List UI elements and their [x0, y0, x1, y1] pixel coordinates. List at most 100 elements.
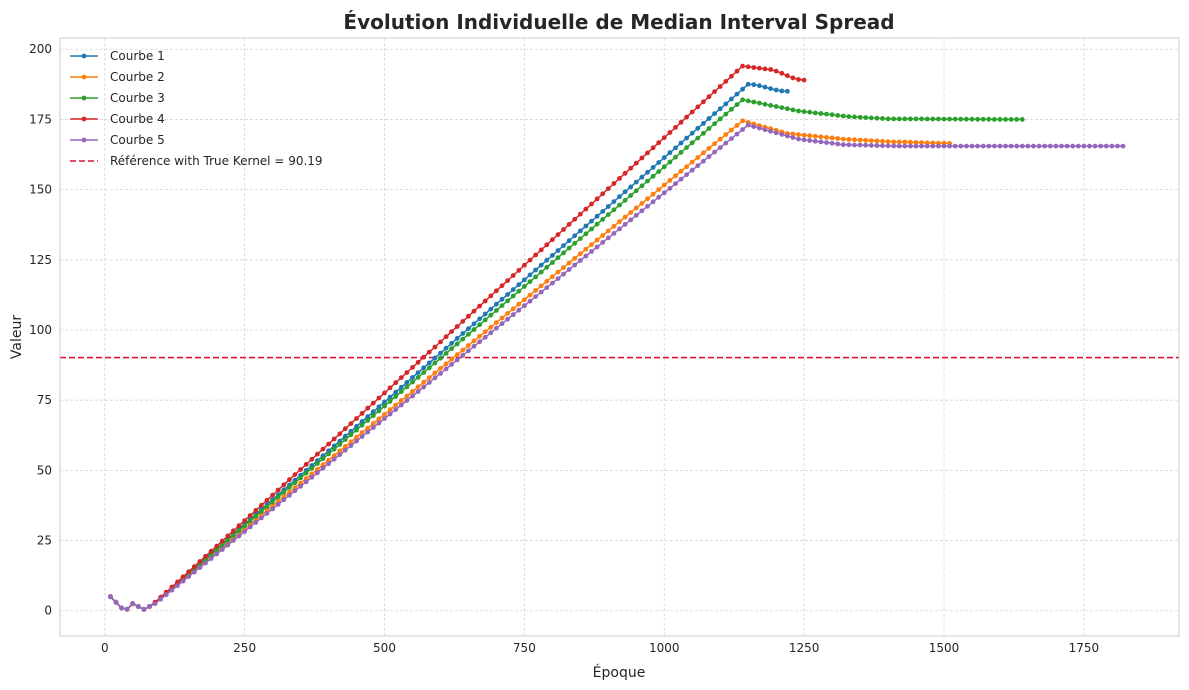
data-point: [717, 116, 723, 122]
data-point: [561, 265, 566, 270]
data-point: [175, 579, 180, 585]
data-point: [773, 130, 779, 136]
x-tick-label: 1500: [929, 641, 960, 655]
data-point: [460, 352, 466, 358]
data-point: [661, 155, 667, 161]
data-point: [482, 298, 488, 304]
data-point: [315, 470, 320, 476]
data-point: [572, 240, 578, 246]
data-point: [421, 384, 427, 390]
data-point: [376, 395, 382, 401]
data-point: [454, 341, 460, 347]
data-point: [701, 150, 706, 156]
data-point: [477, 333, 482, 339]
data-point: [673, 181, 678, 187]
data-point: [398, 398, 404, 403]
data-point: [566, 260, 572, 266]
data-point: [661, 164, 667, 170]
data-point: [494, 325, 499, 331]
data-point: [1047, 143, 1053, 149]
data-point: [354, 434, 359, 440]
data-point: [214, 547, 220, 553]
data-point: [812, 133, 818, 139]
data-point: [214, 543, 220, 549]
data-point: [270, 506, 275, 512]
data-point: [1081, 143, 1087, 149]
data-point: [779, 88, 785, 94]
data-point: [829, 112, 835, 118]
data-point: [499, 321, 505, 327]
data-point: [605, 235, 611, 241]
data-point: [729, 136, 734, 142]
data-point: [785, 88, 790, 94]
data-point: [645, 178, 650, 184]
data-point: [438, 355, 443, 361]
data-point: [639, 201, 645, 206]
data-point: [992, 143, 997, 149]
data-point: [807, 133, 813, 139]
data-point: [359, 411, 365, 416]
legend-marker: [81, 95, 87, 101]
data-point: [818, 111, 824, 116]
data-point: [807, 138, 813, 143]
data-point: [1087, 143, 1092, 149]
data-point: [544, 242, 550, 248]
data-point: [225, 537, 231, 543]
data-point: [913, 116, 919, 122]
data-point: [712, 121, 717, 127]
data-point: [583, 231, 589, 237]
data-point: [673, 154, 678, 160]
data-point: [533, 252, 538, 258]
data-point: [617, 219, 622, 225]
data-point: [449, 346, 454, 351]
data-point: [510, 287, 516, 292]
data-point: [863, 142, 869, 148]
data-point: [628, 165, 634, 171]
series-layer: [108, 63, 1126, 612]
data-point: [857, 114, 863, 120]
data-point: [589, 218, 594, 224]
y-tick-label: 175: [29, 112, 52, 126]
x-tick-label: 1000: [649, 641, 680, 655]
data-point: [259, 509, 264, 514]
data-point: [275, 502, 281, 507]
data-point: [191, 569, 197, 575]
data-point: [510, 306, 516, 312]
data-point: [544, 257, 550, 263]
data-point: [253, 513, 259, 519]
data-point: [432, 344, 438, 350]
y-tick-label: 75: [37, 393, 52, 407]
data-point: [600, 209, 606, 214]
data-point: [348, 439, 354, 445]
data-point: [896, 139, 902, 145]
data-point: [706, 94, 712, 100]
data-point: [835, 141, 841, 147]
data-point: [706, 145, 712, 151]
data-point: [337, 442, 343, 447]
data-point: [678, 140, 684, 146]
data-point: [650, 199, 656, 205]
data-point: [661, 182, 667, 188]
data-point: [712, 89, 717, 94]
data-point: [824, 140, 829, 146]
data-point: [840, 142, 846, 148]
data-point: [785, 106, 790, 112]
data-point: [281, 497, 287, 503]
data-point: [801, 109, 807, 114]
data-point: [734, 91, 740, 97]
data-point: [477, 316, 482, 322]
data-point: [689, 159, 695, 165]
data-point: [583, 206, 589, 212]
data-point: [840, 113, 846, 119]
data-point: [488, 330, 494, 336]
data-point: [393, 380, 399, 386]
data-point: [701, 158, 706, 164]
data-point: [320, 465, 326, 471]
data-point: [298, 483, 303, 489]
data-point: [969, 143, 975, 149]
data-point: [370, 425, 376, 430]
data-point: [785, 133, 790, 139]
data-point: [443, 345, 449, 351]
data-point: [566, 245, 572, 251]
data-point: [454, 357, 460, 363]
